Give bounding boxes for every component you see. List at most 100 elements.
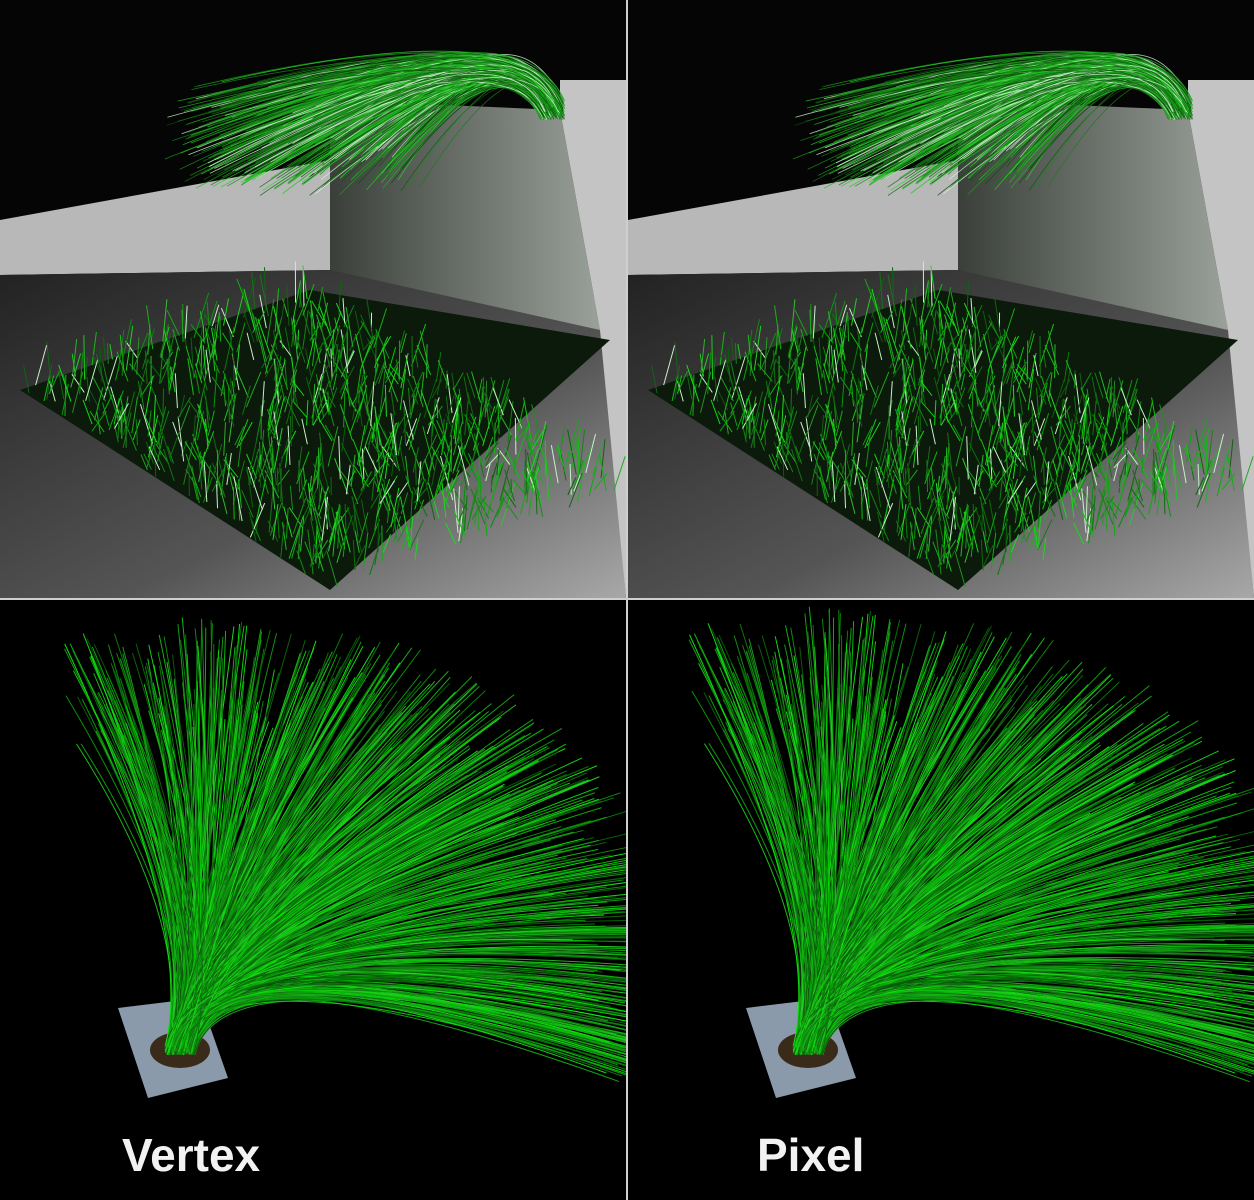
grass-blade — [490, 497, 505, 528]
grass-blade — [284, 369, 298, 413]
grass-strand — [168, 770, 436, 1046]
grass-blade — [813, 345, 824, 378]
grass-blade — [975, 470, 984, 486]
grass-blade — [416, 461, 422, 502]
grass-blade — [1074, 374, 1081, 414]
grass-blade — [373, 480, 388, 512]
grass-blade — [995, 338, 1008, 367]
grass-blade — [413, 487, 428, 517]
grass-blade — [934, 400, 937, 426]
grass-blade — [249, 511, 257, 542]
grass-blade — [1042, 477, 1051, 495]
grass-blade — [877, 502, 894, 538]
grass-strand — [792, 927, 1254, 1047]
grass-blade — [898, 467, 904, 510]
grass-blade — [936, 342, 952, 385]
grass-blade — [1158, 466, 1168, 490]
grass-blade — [869, 490, 882, 518]
grass-blade — [163, 328, 171, 354]
grass-blade — [132, 332, 149, 370]
grass-blade — [531, 472, 538, 501]
grass-blade — [699, 371, 712, 413]
grass-blade — [997, 551, 1006, 576]
grass-blade — [390, 413, 397, 456]
grass-blade — [213, 366, 218, 408]
grass-blade — [966, 436, 969, 480]
grass-strand — [820, 964, 1254, 1048]
grass-blade — [742, 424, 747, 443]
grass-blade — [565, 419, 580, 462]
grass-blade — [349, 400, 363, 434]
grass-blade — [197, 411, 204, 441]
grass-blade — [1085, 445, 1098, 486]
grass-blade — [1095, 422, 1110, 464]
grass-blade — [686, 373, 693, 400]
grass-blade — [1037, 519, 1053, 550]
grass-blade — [557, 444, 563, 462]
grass-blade — [353, 509, 356, 531]
grass-blade — [730, 402, 738, 426]
grass-blade — [102, 393, 114, 415]
grass-blade — [317, 447, 320, 489]
grass-blade — [401, 527, 412, 550]
grass-strand — [809, 926, 1254, 1048]
grass-blade — [1068, 455, 1082, 501]
grass-blade — [1196, 472, 1211, 508]
grass-blade — [479, 474, 483, 515]
hanging-grass-strand — [266, 67, 557, 119]
grass-blade — [374, 336, 389, 368]
grass-blade — [1120, 386, 1132, 416]
grass-blade — [951, 393, 957, 412]
grass-blade — [568, 472, 583, 508]
grass-blade — [898, 344, 911, 368]
grass-blade — [89, 390, 101, 411]
grass-blade — [736, 390, 752, 431]
grass-blade — [1200, 460, 1212, 490]
grass-blade — [1088, 466, 1102, 486]
grass-blade — [812, 317, 817, 342]
grass-blade — [719, 331, 725, 366]
grass-blade — [354, 479, 369, 505]
grass-blade — [1020, 414, 1026, 453]
grass-blade — [320, 405, 333, 422]
grass-blade — [1108, 386, 1111, 417]
grass-blade — [343, 392, 346, 428]
grass-strand — [799, 894, 1181, 1055]
grass-blade — [409, 515, 414, 549]
grass-blade — [1081, 372, 1092, 390]
grass-blade — [48, 370, 60, 395]
grass-blade — [233, 364, 235, 387]
grass-blade — [315, 341, 321, 364]
grass-blade — [351, 383, 361, 420]
grass-blade — [839, 376, 854, 396]
grass-blade — [982, 530, 988, 553]
grass-blade — [755, 428, 765, 451]
grass-blade — [785, 432, 789, 456]
grass-blade — [440, 455, 454, 501]
grass-blade — [390, 390, 395, 415]
grass-blade — [730, 393, 742, 415]
grass-blade — [1065, 360, 1078, 388]
grass-blade — [955, 391, 958, 416]
grass-blade — [445, 395, 455, 425]
grass-scene-vertex — [0, 0, 626, 598]
grass-blade — [1113, 463, 1119, 482]
grass-blade — [485, 436, 500, 466]
grass-blade — [351, 496, 363, 532]
grass-blade — [939, 300, 955, 326]
grass-blade — [346, 506, 363, 552]
grass-blade — [567, 477, 577, 496]
grass-blade — [477, 378, 483, 399]
grass-blade — [85, 357, 88, 380]
grass-blade — [846, 480, 856, 514]
grass-blade — [43, 374, 51, 402]
grass-blade — [70, 353, 82, 388]
grass-blade — [832, 327, 840, 359]
grass-blade — [330, 348, 333, 380]
grass-blade — [405, 431, 421, 469]
grass-blade — [99, 348, 103, 383]
grass-blade — [579, 430, 586, 471]
grass-blade — [362, 331, 379, 351]
grass-blade — [1055, 405, 1071, 426]
grass-blade — [1084, 444, 1094, 473]
